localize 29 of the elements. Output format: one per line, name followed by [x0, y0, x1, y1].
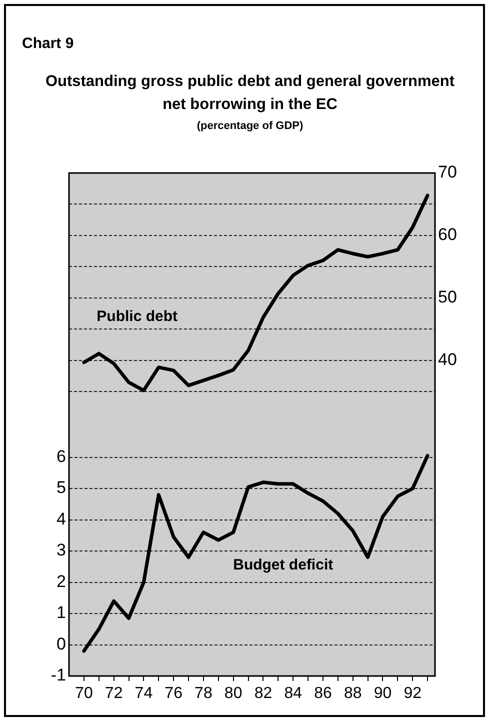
x-tick-label: 90 — [374, 685, 392, 702]
x-tick-label: 78 — [194, 685, 212, 702]
y-tick-label: 5 — [56, 478, 66, 498]
y2-tick-label: 40 — [438, 350, 457, 370]
chart-subtitle: (percentage of GDP) — [196, 120, 304, 132]
series-label: Public debt — [96, 308, 178, 325]
x-tick-label: 88 — [344, 685, 362, 702]
caption: Chart 9 — [22, 35, 74, 52]
x-tick-label: 70 — [75, 685, 93, 702]
x-tick-label: 76 — [164, 685, 183, 702]
y-tick-label: 1 — [56, 603, 66, 622]
y2-tick-label: 50 — [438, 288, 457, 307]
x-tick-label: 74 — [134, 685, 153, 702]
x-tick-label: 86 — [314, 685, 332, 702]
y-tick-label: 4 — [56, 509, 66, 528]
series-label: Budget deficit — [233, 556, 334, 574]
y2-tick-label: 60 — [438, 225, 457, 244]
y-tick-label: 6 — [56, 446, 66, 466]
y-tick-label: 0 — [56, 634, 66, 654]
y-tick-label: 2 — [56, 572, 66, 591]
y-tick-label: -1 — [50, 666, 66, 685]
y2-tick-label: 70 — [438, 162, 457, 182]
chart-title: Outstanding gross public debt and general government net borrowing in the EC — [44, 72, 456, 115]
y-tick-label: 3 — [56, 540, 66, 560]
x-tick-label: 84 — [284, 685, 302, 702]
x-tick-label: 80 — [224, 685, 242, 702]
x-tick-label: 82 — [254, 685, 272, 702]
x-tick-label: 92 — [404, 685, 422, 702]
x-tick-label: 72 — [104, 685, 123, 702]
